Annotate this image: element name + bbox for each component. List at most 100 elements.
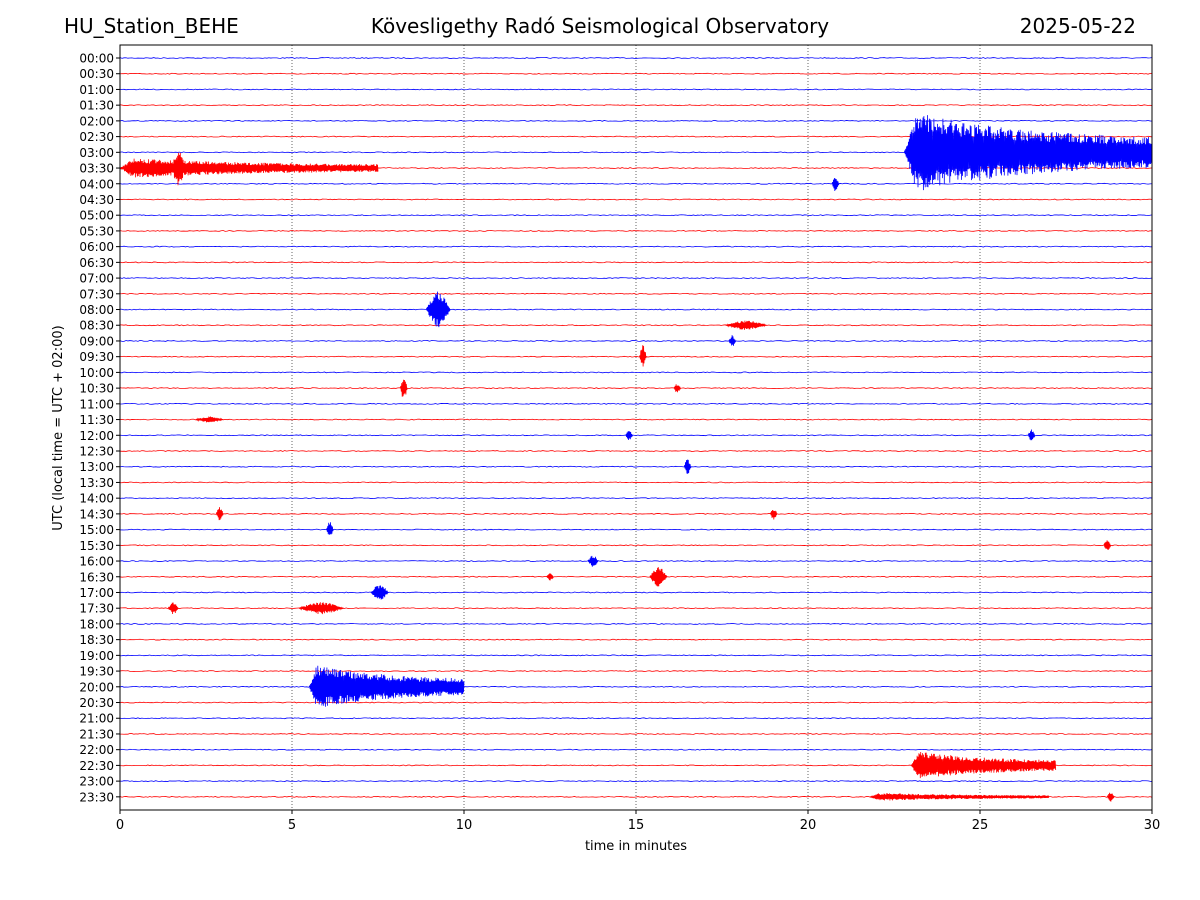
y-tick-label: 15:00 (79, 523, 114, 537)
y-tick-label: 13:30 (79, 476, 114, 490)
event-4 (425, 291, 451, 328)
y-tick-label: 03:30 (79, 162, 114, 176)
event-24 (308, 665, 465, 707)
trace-1730 (119, 607, 1153, 610)
trace-1800 (119, 623, 1153, 625)
event-6 (728, 335, 737, 346)
trace-1600 (119, 560, 1153, 562)
y-tick-label: 19:30 (79, 665, 114, 679)
event-10 (195, 416, 224, 423)
chart-title: Kövesligethy Radó Seismological Observat… (370, 14, 830, 38)
trace-0900 (119, 340, 1153, 342)
trace-0400 (119, 182, 1153, 185)
event-16 (326, 522, 334, 535)
event-1 (119, 158, 379, 178)
x-axis-label: time in minutes (585, 839, 687, 854)
y-tick-label: 22:00 (79, 743, 114, 757)
trace-1030 (119, 387, 1153, 389)
trace-2200 (119, 748, 1153, 751)
trace-0830 (119, 324, 1153, 327)
y-tick-label: 01:00 (79, 83, 114, 97)
trace-1630 (119, 575, 1153, 578)
event-14 (215, 507, 224, 521)
y-tick-label: 21:00 (79, 712, 114, 726)
y-tick-label: 22:30 (79, 759, 114, 773)
event-5 (725, 320, 767, 330)
event-19 (649, 567, 668, 587)
trace-0100 (119, 88, 1153, 91)
y-tick-label: 17:00 (79, 586, 114, 600)
x-tick-label: 20 (800, 818, 817, 833)
trace-0430 (119, 198, 1153, 201)
y-tick-label: 23:00 (79, 775, 114, 789)
trace-0600 (119, 245, 1153, 248)
y-tick-label: 19:00 (79, 649, 114, 663)
y-tick-label: 00:30 (79, 67, 114, 81)
x-tick-label: 10 (456, 818, 473, 833)
event-15 (769, 509, 778, 520)
trace-1400 (119, 497, 1153, 500)
y-tick-label: 08:30 (79, 319, 114, 333)
y-tick-label: 03:00 (79, 146, 114, 160)
trace-1230 (119, 450, 1153, 452)
y-tick-label: 14:00 (79, 492, 114, 506)
trace-1000 (119, 371, 1153, 374)
trace-0800 (119, 308, 1153, 311)
event-0 (903, 115, 1153, 191)
y-tick-label: 05:30 (79, 224, 114, 238)
trace-1530 (119, 544, 1153, 547)
y-tick-label: 02:00 (79, 114, 114, 128)
y-tick-label: 16:00 (79, 555, 114, 569)
x-tick-label: 30 (1144, 818, 1161, 833)
y-tick-label: 17:30 (79, 602, 114, 616)
y-axis-label: UTC (local time = UTC + 02:00) (51, 325, 66, 530)
y-tick-label: 12:00 (79, 429, 114, 443)
event-27 (1106, 792, 1115, 802)
y-tick-label: 04:30 (79, 193, 114, 207)
trace-1900 (119, 654, 1153, 657)
y-tick-label: 07:00 (79, 272, 114, 286)
event-23 (298, 602, 344, 615)
y-tick-label: 15:30 (79, 539, 114, 553)
y-tick-label: 12:30 (79, 445, 114, 459)
y-tick-label: 14:30 (79, 507, 114, 521)
y-tick-label: 13:00 (79, 460, 114, 474)
event-9 (673, 384, 682, 393)
y-tick-label: 18:00 (79, 617, 114, 631)
trace-0130 (119, 104, 1153, 107)
trace-0930 (119, 355, 1153, 358)
y-tick-label: 18:30 (79, 633, 114, 647)
event-21 (370, 585, 389, 600)
station-name: HU_Station_BEHE (64, 14, 239, 38)
y-tick-label: 08:00 (79, 303, 114, 317)
y-tick-label: 01:30 (79, 99, 114, 113)
trace-0700 (119, 277, 1153, 279)
y-tick-label: 16:30 (79, 570, 114, 584)
event-12 (1027, 429, 1036, 441)
y-tick-label: 07:30 (79, 287, 114, 301)
trace-1430 (119, 513, 1153, 515)
y-tick-label: 06:30 (79, 256, 114, 270)
trace-2300 (119, 780, 1153, 782)
event-20 (546, 573, 554, 581)
y-tick-label: 20:00 (79, 680, 114, 694)
y-tick-label: 23:30 (79, 790, 114, 804)
y-tick-label: 10:00 (79, 366, 114, 380)
y-tick-label: 05:00 (79, 209, 114, 223)
y-tick-label: 20:30 (79, 696, 114, 710)
trace-1200 (119, 434, 1153, 437)
trace-1930 (119, 670, 1153, 672)
trace-0000 (119, 57, 1153, 59)
trace-1300 (119, 465, 1153, 468)
event-2 (171, 152, 186, 186)
event-11 (625, 431, 633, 440)
trace-1700 (119, 591, 1153, 594)
trace-0200 (119, 120, 1153, 122)
y-tick-label: 09:30 (79, 350, 114, 364)
y-tick-label: 04:00 (79, 177, 114, 191)
event-8 (400, 379, 408, 397)
y-tick-label: 06:00 (79, 240, 114, 254)
y-tick-label: 10:30 (79, 382, 114, 396)
